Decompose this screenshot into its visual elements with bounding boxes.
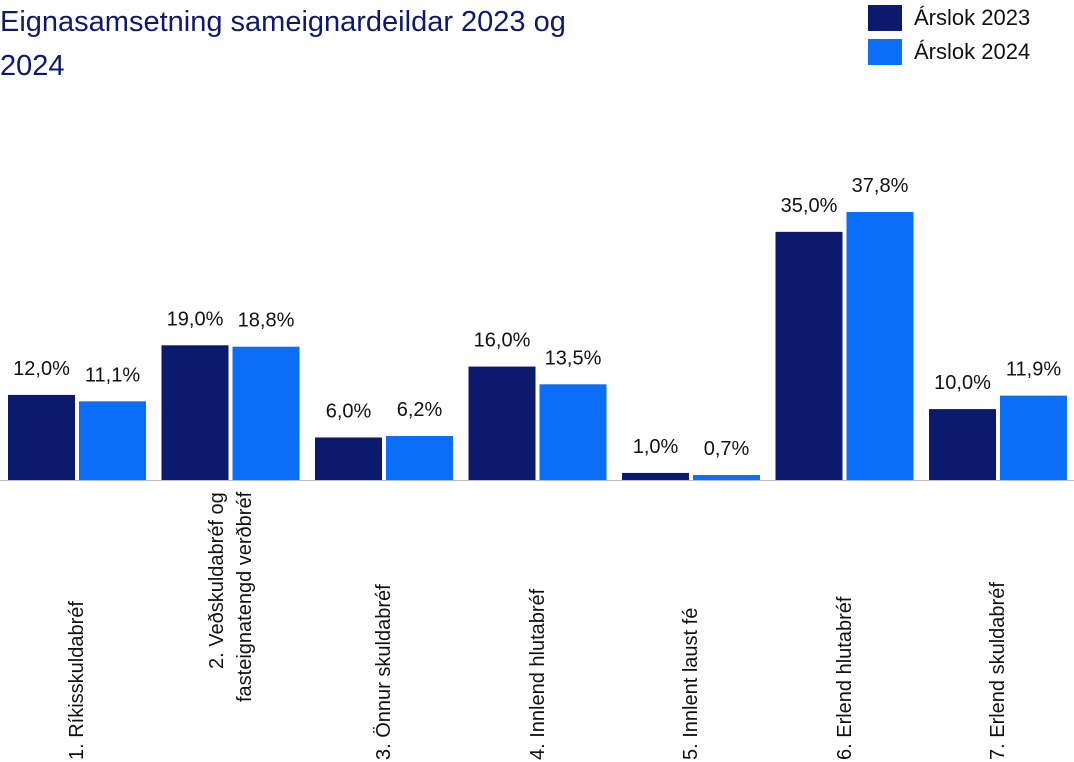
bar xyxy=(161,345,229,480)
value-label: 11,9% xyxy=(1006,359,1061,381)
legend-swatch xyxy=(868,5,902,31)
x-tick-label: 5. Innlent laust fé xyxy=(680,607,702,760)
value-label: 35,0% xyxy=(781,195,838,217)
bar xyxy=(468,366,536,480)
x-tick-label: 6. Erlend hlutabréf xyxy=(833,596,856,760)
value-label: 6,0% xyxy=(326,400,372,422)
value-label: 16,0% xyxy=(474,330,531,352)
bar xyxy=(693,475,760,480)
legend-swatch xyxy=(868,39,902,65)
bar xyxy=(8,394,75,480)
bar xyxy=(79,401,146,480)
chart-title: Eignasamsetning sameignardeildar 2023 og… xyxy=(0,6,566,82)
legend-label: Árslok 2023 xyxy=(914,5,1030,30)
bar xyxy=(846,212,914,480)
value-label: 11,1% xyxy=(85,364,140,386)
x-tick-label: 4. Innlend hlutabréf xyxy=(526,588,549,760)
value-label: 12,0% xyxy=(13,358,70,380)
x-tick-label: 7. Erlend skuldabréf xyxy=(987,582,1009,760)
bar xyxy=(1000,395,1067,480)
bar xyxy=(622,472,689,480)
value-label: 6,2% xyxy=(397,399,443,421)
bar xyxy=(539,384,607,480)
value-label: 1,0% xyxy=(633,436,679,458)
x-tick-label: 2. Veðskuldabréf og fasteignatengd verðb… xyxy=(205,492,256,703)
value-label: 0,7% xyxy=(704,438,750,460)
value-label: 19,0% xyxy=(167,308,224,330)
x-tick-label: 1. Ríkisskuldabréf xyxy=(66,601,88,760)
bar xyxy=(929,409,996,480)
bar xyxy=(315,437,382,480)
legend-label: Árslok 2024 xyxy=(914,39,1030,64)
value-label: 10,0% xyxy=(934,372,991,394)
value-label: 37,8% xyxy=(852,175,909,197)
bar xyxy=(232,346,300,480)
bar xyxy=(386,436,453,480)
bar xyxy=(775,231,843,480)
x-tick-label: 3. Önnur skuldabréf xyxy=(373,584,395,760)
value-label: 13,5% xyxy=(545,347,602,369)
value-label: 18,8% xyxy=(238,310,295,332)
